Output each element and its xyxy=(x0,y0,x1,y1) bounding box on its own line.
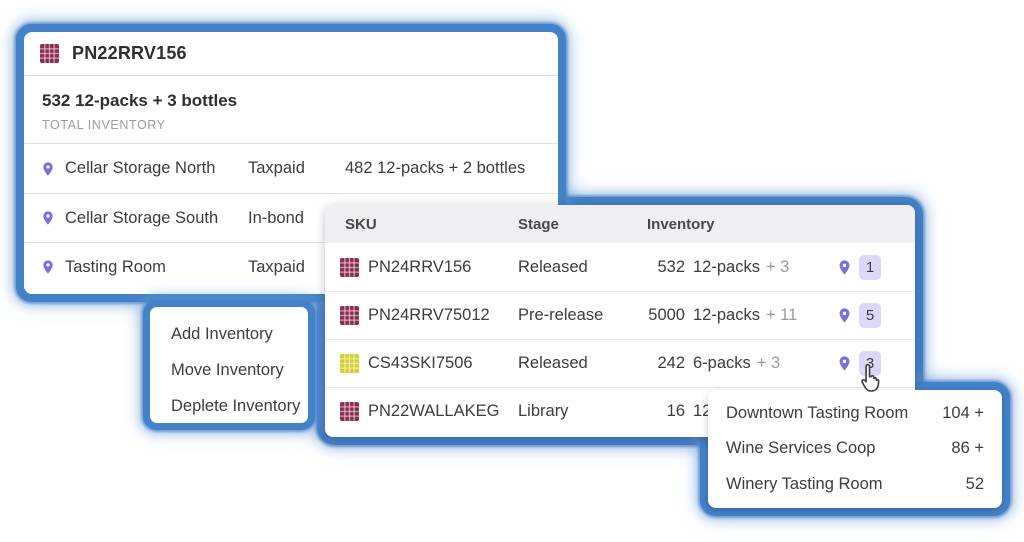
table-row[interactable]: PN24RRV156 Released 532 12-packs + 3 1 xyxy=(325,243,915,291)
cell-quantity: 5000 xyxy=(648,306,685,324)
grid-icon xyxy=(340,306,359,325)
map-pin-icon xyxy=(43,211,53,225)
location-stage: In-bond xyxy=(248,208,304,227)
popup-location-row[interactable]: Wine Services Coop 86 + xyxy=(726,439,984,458)
location-name: Cellar Storage South xyxy=(65,208,219,227)
cell-stage: Released xyxy=(518,354,588,372)
location-stage: Taxpaid xyxy=(248,159,305,177)
column-header-inventory: Inventory xyxy=(647,215,715,233)
location-count-badge[interactable]: 5 xyxy=(859,303,881,328)
map-pin-icon xyxy=(839,356,850,371)
cell-quantity: 242 xyxy=(657,354,685,372)
cell-quantity: 16 xyxy=(666,402,685,420)
cell-unit: 12-packs xyxy=(693,257,760,276)
table-row[interactable]: PN24RRV75012 Pre-release 5000 12-packs +… xyxy=(325,291,915,339)
popup-location-value: 52 xyxy=(965,474,984,493)
cell-sku: PN22WALLAKEG xyxy=(368,402,500,420)
location-count-badge[interactable]: 1 xyxy=(859,254,881,280)
cell-quantity: 532 xyxy=(657,257,685,276)
menu-item-add-inventory[interactable]: Add Inventory xyxy=(171,325,273,343)
location-name: Tasting Room xyxy=(65,257,166,276)
grid-icon xyxy=(340,257,359,277)
menu-item-deplete-inventory[interactable]: Deplete Inventory xyxy=(171,397,301,415)
sku-detail-header: PN22RRV156 xyxy=(24,32,558,76)
locations-popup: Downtown Tasting Room 104 + Wine Service… xyxy=(708,390,1002,508)
cell-unit: 6-packs xyxy=(693,354,751,372)
cell-extra-bottles: + 3 xyxy=(765,257,790,276)
popup-location-row[interactable]: Downtown Tasting Room 104 + xyxy=(726,404,984,423)
total-inventory-block: 532 12-packs + 3 bottles TOTAL INVENTORY xyxy=(24,76,558,144)
popup-location-value: 104 + xyxy=(942,404,984,423)
sku-title: PN22RRV156 xyxy=(72,43,187,63)
popup-location-row[interactable]: Winery Tasting Room 52 xyxy=(726,475,984,494)
menu-item-move-inventory[interactable]: Move Inventory xyxy=(171,361,284,379)
map-pin-icon xyxy=(43,260,53,274)
location-count-button[interactable]: 1 xyxy=(836,254,915,280)
grid-icon xyxy=(340,402,359,421)
location-count-badge[interactable]: 3 xyxy=(859,351,881,376)
location-count-button-hovered[interactable]: 3 xyxy=(836,351,915,376)
column-header-sku: SKU xyxy=(345,215,377,233)
cell-extra-bottles: + 11 xyxy=(765,306,798,324)
table-row[interactable]: CS43SKI7506 Released 242 6-packs + 3 3 xyxy=(325,339,915,387)
table-header-row: SKU Stage Inventory xyxy=(325,205,915,243)
map-pin-icon xyxy=(43,161,53,176)
column-header-stage: Stage xyxy=(518,215,559,233)
grid-icon xyxy=(40,44,59,63)
cell-stage: Released xyxy=(518,257,588,276)
cell-extra-bottles: + 3 xyxy=(756,354,781,372)
popup-location-name: Wine Services Coop xyxy=(726,439,876,458)
popup-location-name: Downtown Tasting Room xyxy=(726,404,909,423)
sku-detail-card: PN22RRV156 532 12-packs + 3 bottles TOTA… xyxy=(16,24,566,302)
location-row: Cellar Storage North Taxpaid 482 12-pack… xyxy=(24,144,558,193)
grid-icon xyxy=(340,354,359,373)
location-count-button[interactable]: 5 xyxy=(836,303,915,328)
cell-stage: Pre-release xyxy=(518,306,604,324)
location-row: Cellar Storage South In-bond xyxy=(24,193,558,242)
cell-unit: 12-packs xyxy=(693,306,760,324)
cell-sku: PN24RRV75012 xyxy=(368,306,490,324)
popup-location-name: Winery Tasting Room xyxy=(726,474,883,493)
total-inventory-value: 532 12-packs + 3 bottles xyxy=(42,91,238,110)
popup-location-value: 86 + xyxy=(951,439,984,458)
location-name: Cellar Storage North xyxy=(65,159,216,177)
cell-sku: CS43SKI7506 xyxy=(368,354,473,372)
location-stage: Taxpaid xyxy=(248,257,305,276)
map-pin-icon xyxy=(839,308,850,323)
map-pin-icon xyxy=(839,259,850,275)
cell-sku: PN24RRV156 xyxy=(368,257,472,276)
hand-pointer-cursor-icon xyxy=(861,363,880,392)
location-amount: 482 12-packs + 2 bottles xyxy=(345,159,526,177)
cell-stage: Library xyxy=(518,402,569,420)
inventory-action-menu: Add Inventory Move Inventory Deplete Inv… xyxy=(143,300,315,430)
total-inventory-label: TOTAL INVENTORY xyxy=(42,118,166,132)
location-row: Tasting Room Taxpaid xyxy=(24,242,558,291)
